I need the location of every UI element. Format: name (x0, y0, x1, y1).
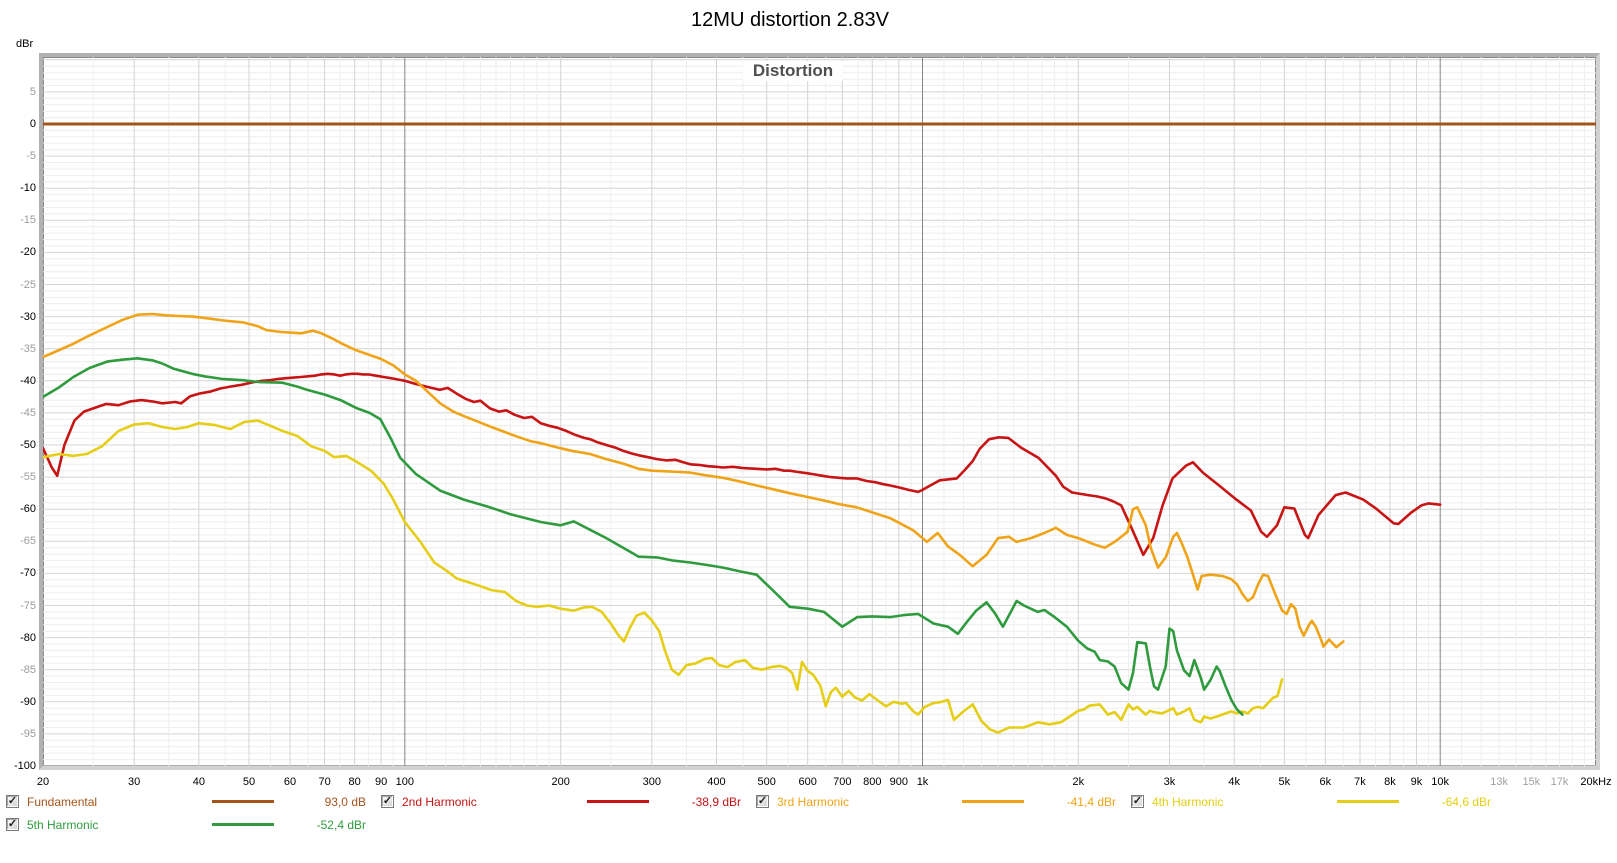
y-tick-label: -40 (20, 374, 36, 387)
legend-line-sample-fundamental (212, 800, 274, 803)
y-tick-label: -85 (20, 663, 36, 676)
x-tick-label: 80 (348, 776, 361, 788)
x-tick-label: 60 (283, 776, 297, 788)
y-tick-label: -60 (20, 503, 36, 516)
x-tick-label: 70 (318, 776, 331, 788)
x-tick-label: 800 (863, 776, 882, 788)
y-tick-label: -10 (20, 182, 36, 195)
legend-checkbox-3rd-harmonic[interactable]: ✓ (756, 795, 769, 808)
y-tick-label: -30 (20, 310, 36, 323)
legend-label-3rd-harmonic: 3rd Harmonic (777, 794, 850, 809)
x-tick-label: 40 (192, 776, 205, 788)
distortion-chart-svg[interactable] (43, 57, 1596, 766)
x-tick-label: 500 (757, 776, 776, 788)
y-tick-label: 0 (29, 118, 36, 131)
y-tick-label: -20 (20, 246, 36, 259)
x-tick-label: 15k (1522, 776, 1541, 788)
y-axis-unit-label: dBr (16, 38, 34, 50)
x-tick-label: 700 (833, 776, 852, 788)
x-tick-label: 1k (916, 776, 929, 788)
legend-line-sample-4th-harmonic (1337, 800, 1399, 803)
y-tick-label: -95 (20, 727, 36, 740)
x-tick-label: 100 (395, 776, 414, 788)
legend-value-3rd-harmonic: -41,4 dBr (1066, 794, 1116, 809)
x-tick-label: 600 (798, 776, 817, 788)
x-tick-label: 20 (36, 776, 50, 788)
y-tick-label: -80 (20, 631, 36, 644)
legend-checkbox-5th-harmonic[interactable]: ✓ (6, 818, 19, 831)
y-tick-label: -45 (20, 406, 36, 419)
y-tick-label: -55 (20, 471, 36, 484)
x-tick-label: 30 (128, 776, 141, 788)
legend-value-5th-harmonic: -52,4 dBr (316, 817, 366, 832)
legend-checkbox-fundamental[interactable]: ✓ (6, 795, 19, 808)
legend-item-fundamental: ✓ Fundamental 93,0 dB (6, 790, 381, 813)
x-tick-label: 400 (707, 776, 726, 788)
series-4th-harmonic (43, 419, 1284, 734)
legend-label-fundamental: Fundamental (27, 794, 98, 809)
x-tick-label: 17k (1550, 776, 1569, 788)
legend-value-2nd-harmonic: -38,9 dBr (691, 794, 741, 809)
y-tick-label: -90 (20, 695, 36, 708)
x-tick-label: 200 (551, 776, 570, 788)
y-tick-label: -25 (20, 278, 36, 291)
x-tick-label: 8k (1384, 776, 1396, 788)
legend-value-4th-harmonic: -64,6 dBr (1441, 794, 1491, 809)
legend-value-fundamental: 93,0 dB (324, 794, 366, 809)
x-tick-label: 9k (1410, 776, 1423, 788)
y-tick-label: -35 (20, 342, 36, 355)
legend-line-sample-5th-harmonic (212, 823, 274, 826)
y-tick-label: 5 (29, 85, 36, 98)
x-tick-label: 300 (642, 776, 661, 788)
series-2nd-harmonic (43, 372, 1442, 557)
chart-frame: Distortion (39, 53, 1600, 770)
y-tick-label: -75 (20, 599, 36, 612)
y-tick-label: -5 (26, 150, 36, 163)
x-tick-label: 900 (889, 776, 908, 788)
distortion-plot-area[interactable] (43, 57, 1596, 766)
legend-item-2nd-harmonic: ✓ 2nd Harmonic -38,9 dBr (381, 790, 756, 813)
legend-label-4th-harmonic: 4th Harmonic (1152, 794, 1224, 809)
y-tick-label: -50 (20, 439, 36, 451)
x-tick-label: 4k (1228, 776, 1240, 788)
x-tick-label: 5k (1278, 776, 1291, 788)
x-tick-label: 10k (1431, 776, 1450, 788)
x-tick-label: 13k (1490, 776, 1509, 788)
series-3rd-harmonic (43, 312, 1345, 649)
y-tick-label: -100 (13, 760, 36, 772)
series-5th-harmonic (43, 356, 1244, 716)
x-tick-label: 7k (1354, 776, 1366, 788)
legend-line-sample-2nd-harmonic (587, 800, 649, 803)
legend-checkbox-2nd-harmonic[interactable]: ✓ (381, 795, 394, 808)
legend-item-4th-harmonic: ✓ 4th Harmonic -64,6 dBr (1131, 790, 1506, 813)
x-tick-label: 90 (375, 776, 388, 788)
x-tick-label: 50 (242, 776, 256, 788)
y-tick-label: -70 (20, 567, 36, 580)
x-tick-label: 3k (1163, 776, 1176, 788)
legend-checkbox-4th-harmonic[interactable]: ✓ (1131, 795, 1144, 808)
x-tick-label: 6k (1319, 776, 1332, 788)
legend-item-3rd-harmonic: ✓ 3rd Harmonic -41,4 dBr (756, 790, 1131, 813)
legend-line-sample-3rd-harmonic (962, 800, 1024, 803)
x-tick-label: 2k (1072, 776, 1085, 788)
legend-row: ✓ Fundamental 93,0 dB ✓ 2nd Harmonic -38,9 dB… (6, 790, 1611, 813)
y-tick-label: -15 (20, 214, 36, 227)
legend-item-5th-harmonic: ✓ 5th Harmonic -52,4 dBr (6, 813, 381, 836)
chart-title: Distortion (742, 61, 844, 81)
legend-row: ✓ 5th Harmonic -52,4 dBr (6, 813, 1611, 836)
page-title: 12MU distortion 2.83V (691, 9, 889, 31)
legend: ✓ Fundamental 93,0 dB ✓ 2nd Harmonic -38,9 dB… (6, 790, 1611, 836)
legend-label-2nd-harmonic: 2nd Harmonic (402, 794, 477, 809)
legend-label-5th-harmonic: 5th Harmonic (27, 817, 99, 832)
x-tick-label: 20kHz (1580, 776, 1612, 788)
y-tick-label: -65 (20, 535, 36, 548)
